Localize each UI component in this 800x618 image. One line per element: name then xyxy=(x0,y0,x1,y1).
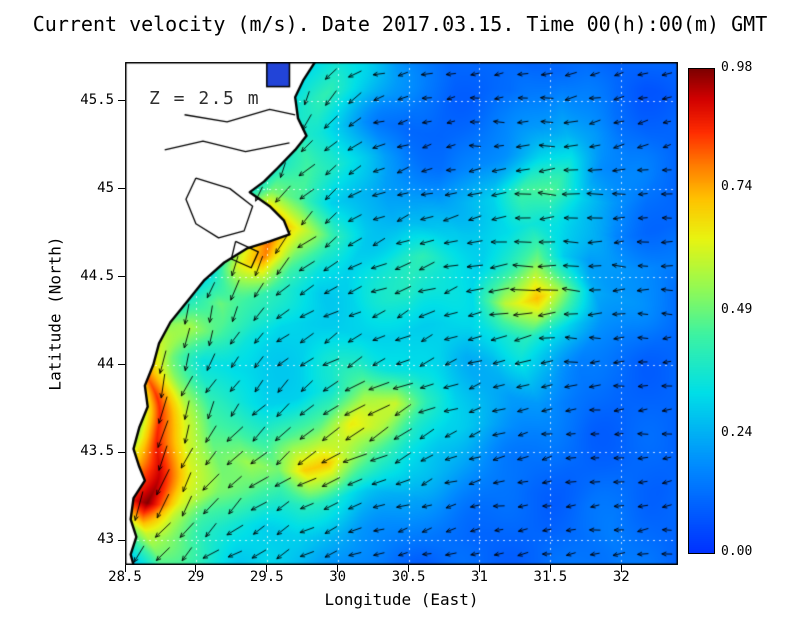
x-tick-mark xyxy=(124,565,126,572)
colorbar-tick-label: 0.00 xyxy=(721,544,753,559)
x-tick-label: 32 xyxy=(612,569,630,585)
figure-title: Current velocity (m/s). Date 2017.03.15.… xyxy=(32,12,768,36)
x-tick-mark xyxy=(478,565,480,572)
x-tick-mark xyxy=(195,565,197,572)
y-tick-label: 43 xyxy=(97,531,114,548)
x-tick-mark xyxy=(266,565,268,572)
y-tick-label: 44 xyxy=(97,355,114,372)
colorbar-tick-label: 0.74 xyxy=(721,178,753,194)
y-tick-mark xyxy=(118,100,125,102)
y-axis-label: Latitude (North) xyxy=(44,62,66,565)
x-tick-label: 29 xyxy=(187,569,205,585)
x-tick-label: 30 xyxy=(329,569,347,585)
x-tick-mark xyxy=(408,565,410,572)
y-tick-label: 43.5 xyxy=(80,443,114,460)
x-tick-label: 30.5 xyxy=(391,569,426,585)
y-tick-label: 44.5 xyxy=(80,267,114,284)
x-tick-mark xyxy=(620,565,622,572)
y-tick-mark xyxy=(118,451,125,453)
x-axis-label: Longitude (East) xyxy=(324,590,479,609)
y-tick-mark xyxy=(118,364,125,365)
colorbar-tick-label: 0.24 xyxy=(721,425,753,441)
y-tick-mark xyxy=(118,539,125,541)
y-tick-label: 45.5 xyxy=(80,91,114,108)
colorbar-canvas xyxy=(688,68,715,554)
x-tick-label: 28.5 xyxy=(108,569,142,585)
colorbar-tick-label: 0.49 xyxy=(721,302,753,317)
y-tick-label: 45 xyxy=(97,179,114,196)
x-tick-mark xyxy=(549,565,551,572)
colorbar-tick-label: 0.98 xyxy=(721,60,753,75)
y-tick-mark xyxy=(118,276,125,278)
x-tick-label: 29.5 xyxy=(249,569,284,585)
heatmap-quiver-canvas xyxy=(125,62,678,565)
x-tick-label: 31 xyxy=(471,569,488,585)
x-tick-label: 31.5 xyxy=(533,569,568,585)
y-tick-mark xyxy=(118,188,125,190)
x-tick-mark xyxy=(337,565,339,572)
